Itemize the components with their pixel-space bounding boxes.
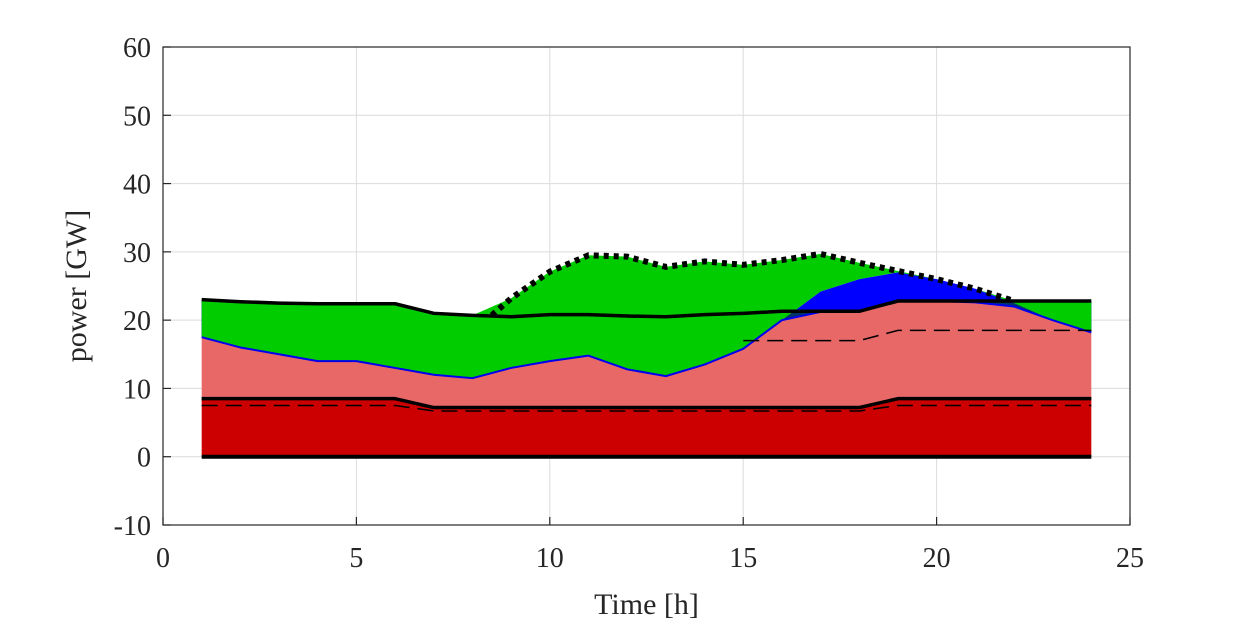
x-tick-label: 20 bbox=[923, 543, 951, 574]
y-tick-label: 0 bbox=[137, 443, 151, 474]
series-lines bbox=[201, 250, 1092, 459]
series-line-2 bbox=[201, 396, 1092, 410]
y-tick-label: 60 bbox=[123, 33, 151, 64]
area-layer-2 bbox=[201, 301, 1092, 408]
y-tick-label: 20 bbox=[123, 306, 151, 337]
series-line-6 bbox=[201, 297, 1092, 319]
x-tick-label: 0 bbox=[156, 543, 170, 574]
x-tick-label: 15 bbox=[729, 543, 757, 574]
y-tick-label: 40 bbox=[123, 170, 151, 201]
y-tick-label: 10 bbox=[123, 374, 151, 405]
y-axis-title: power [GW] bbox=[60, 210, 93, 362]
area-layer-1 bbox=[201, 398, 1092, 457]
x-tick-label: 25 bbox=[1116, 543, 1144, 574]
y-tick-label: -10 bbox=[114, 511, 151, 542]
y-tick-label: 30 bbox=[123, 238, 151, 269]
series-line-5 bbox=[743, 329, 1092, 342]
y-tick-label: 50 bbox=[123, 101, 151, 132]
series-line-3 bbox=[201, 404, 1092, 412]
x-tick-label: 10 bbox=[536, 543, 564, 574]
series-line-7 bbox=[489, 250, 1015, 318]
x-axis-title: Time [h] bbox=[594, 588, 699, 621]
x-tick-label: 5 bbox=[349, 543, 363, 574]
axes-box bbox=[162, 46, 1131, 526]
